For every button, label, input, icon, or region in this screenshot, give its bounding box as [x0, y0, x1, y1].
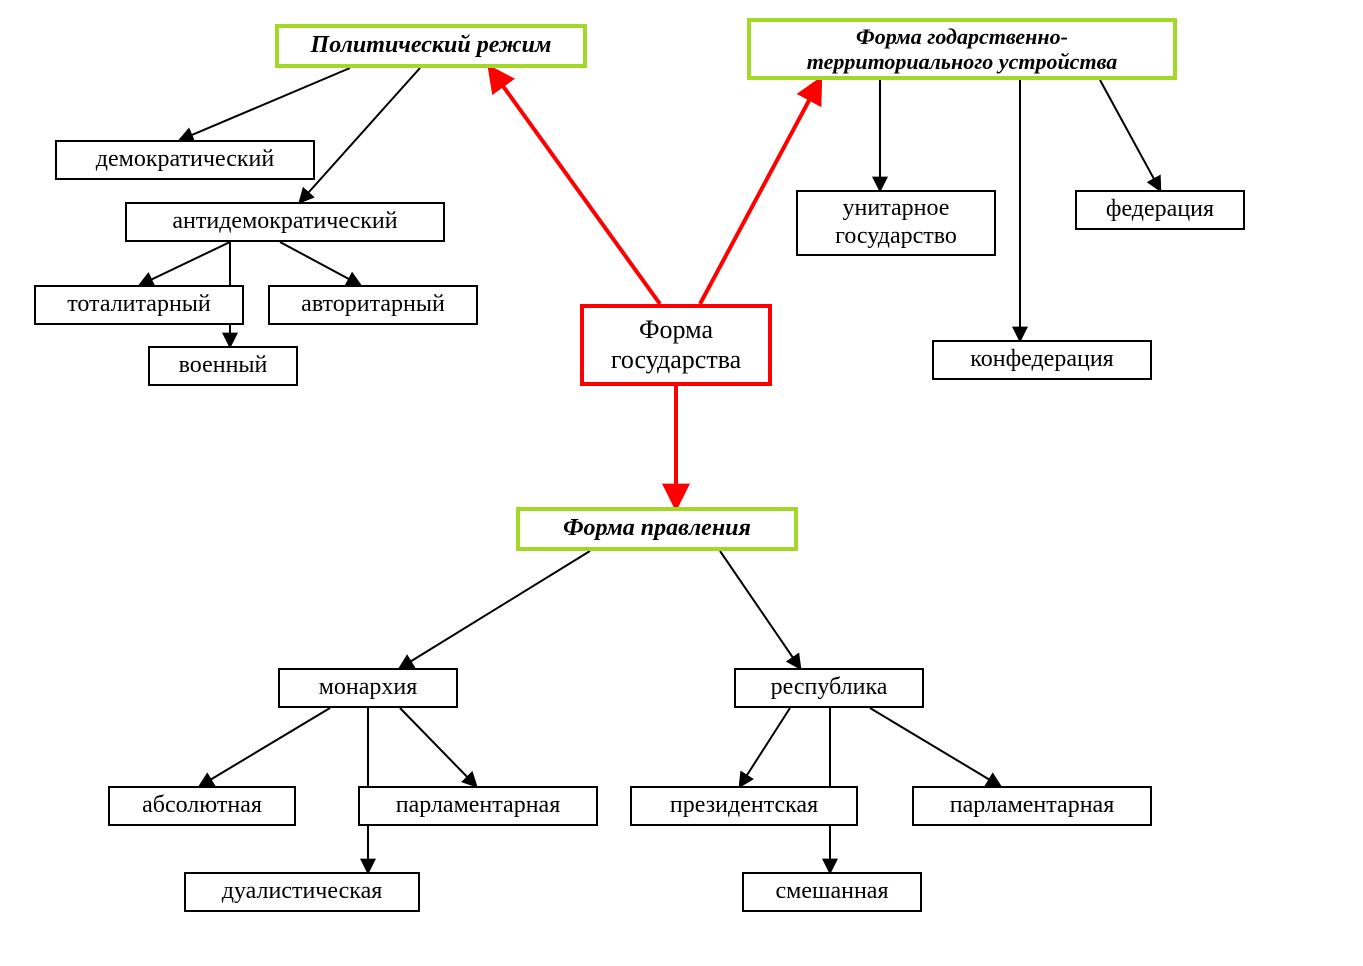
node-presidential: президентская [630, 786, 858, 826]
edge-7 [280, 242, 360, 285]
node-confederation: конфедерация [932, 340, 1152, 380]
node-republic: республика [734, 668, 924, 708]
node-federation: федерация [1075, 190, 1245, 230]
node-parliamentary_r: парламентарная [912, 786, 1152, 826]
edge-4 [300, 68, 420, 202]
node-antidemocratic: антидемократический [125, 202, 445, 242]
edge-10 [1100, 80, 1160, 190]
node-monarchy: монархия [278, 668, 458, 708]
node-territory: Форма годарственно-территориального устр… [747, 18, 1177, 80]
node-democratic: демократический [55, 140, 315, 180]
edge-15 [400, 708, 476, 786]
edge-16 [740, 708, 790, 786]
node-unitary: унитарноегосударство [796, 190, 996, 256]
edge-12 [720, 551, 800, 668]
edge-11 [400, 551, 590, 668]
node-dualistic: дуалистическая [184, 872, 420, 912]
edge-3 [180, 68, 350, 140]
node-military: военный [148, 346, 298, 386]
node-government: Форма правления [516, 507, 798, 551]
edge-0 [490, 68, 660, 304]
node-mixed: смешанная [742, 872, 922, 912]
node-root: Формагосударства [580, 304, 772, 386]
node-totalitarian: тоталитарный [34, 285, 244, 325]
edge-13 [200, 708, 330, 786]
edge-5 [140, 242, 230, 285]
node-absolute: абсолютная [108, 786, 296, 826]
node-authoritarian: авторитарный [268, 285, 478, 325]
node-regime: Политический режим [275, 24, 587, 68]
edge-18 [870, 708, 1000, 786]
node-parliamentary_m: парламентарная [358, 786, 598, 826]
